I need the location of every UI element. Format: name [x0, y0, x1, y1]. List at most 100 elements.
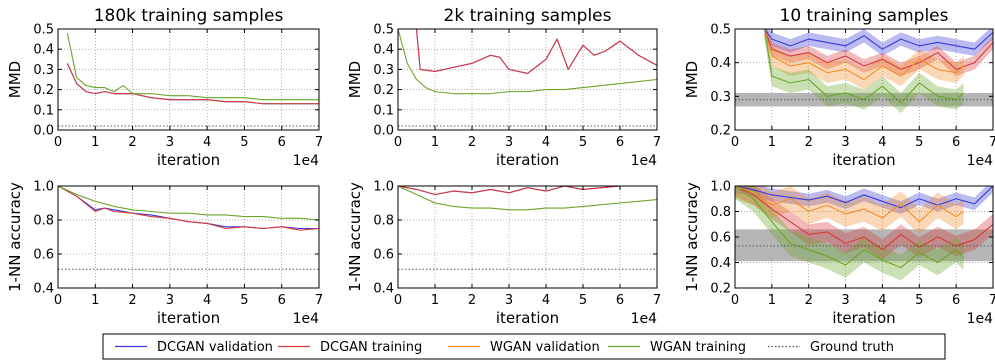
legend-label: DCGAN training: [320, 340, 422, 355]
axes-frame: [397, 28, 658, 131]
x-tick-label: 0: [731, 135, 739, 150]
y-tick-label: 0.0: [373, 124, 394, 139]
legend-label: Ground truth: [810, 340, 894, 355]
y-tick-label: 0.6: [33, 248, 54, 263]
x-tick-label: 6: [278, 135, 286, 150]
series-band-wgan-val: [764, 29, 964, 90]
x-offset-label: 1e4: [293, 153, 320, 169]
series-band-wgan-train: [735, 186, 964, 281]
series-line-dcgan-train: [415, 29, 657, 74]
x-tick-label: 3: [841, 135, 849, 150]
x-tick-label: 5: [240, 135, 248, 150]
y-tick-label: 0.2: [710, 282, 731, 297]
x-tick-label: 6: [952, 135, 960, 150]
x-tick-label: 5: [915, 293, 923, 308]
y-tick-label: 0.1: [33, 103, 54, 118]
x-axis-label: iteration: [496, 309, 559, 327]
axes-frame: [734, 28, 994, 131]
y-tick-label: 1.0: [373, 180, 394, 195]
x-tick-label: 0: [394, 135, 402, 150]
series-line-dcgan-train: [66, 63, 319, 105]
plot-area: [735, 29, 993, 130]
legend-label: DCGAN validation: [157, 340, 273, 355]
axes-frame: [57, 185, 320, 289]
y-tick-label: 0.0: [33, 124, 54, 139]
x-tick-label: 4: [878, 135, 886, 150]
x-offset-label: 1e4: [967, 311, 994, 327]
x-tick-label: 6: [278, 293, 286, 308]
x-tick-label: 2: [128, 135, 136, 150]
legend-item: Ground truth: [768, 340, 894, 355]
x-tick-label: 0: [731, 293, 739, 308]
x-tick-label: 6: [952, 293, 960, 308]
x-axis-label: iteration: [496, 151, 559, 169]
chart-panel-6: 0 1 2 3 4 5 6 7 0.2 0.4 0.6 0.8 1.0 iteration 1e4 1-NN …: [683, 180, 995, 328]
x-tick-label: 1: [91, 293, 99, 308]
series-line-wgan-train: [58, 186, 319, 221]
x-tick-label: 4: [203, 293, 211, 308]
y-axis-label: MMD: [6, 61, 24, 98]
series-band-dcgan-val: [764, 29, 993, 56]
x-tick-label: 7: [653, 293, 661, 308]
x-offset-label: 1e4: [293, 311, 320, 327]
x-tick-label: 5: [579, 293, 587, 308]
y-tick-label: 0.4: [33, 282, 54, 297]
legend-label: WGAN validation: [490, 340, 600, 355]
x-tick-label: 2: [468, 293, 476, 308]
chart-title: 2k training samples: [444, 6, 612, 26]
series-line-dcgan-train: [398, 186, 657, 196]
x-tick-label: 1: [91, 135, 99, 150]
legend-item: WGAN validation: [448, 340, 600, 355]
x-axis-label: iteration: [157, 309, 220, 327]
x-tick-label: 2: [468, 135, 476, 150]
x-tick-label: 3: [166, 293, 174, 308]
y-tick-label: 0.5: [710, 23, 731, 38]
y-tick-label: 0.8: [710, 205, 731, 220]
legend: DCGAN validation DCGAN training WGAN valid…: [102, 333, 946, 360]
x-tick-label: 3: [166, 135, 174, 150]
legend-item: DCGAN validation: [115, 340, 273, 355]
chart-panel-4: 0 1 2 3 4 5 6 7 0.4 0.6 0.8 1.0 iteration 1e4 1-NN acc…: [6, 180, 323, 328]
y-tick-label: 0.4: [373, 43, 394, 58]
x-axis-label: iteration: [832, 151, 895, 169]
x-axis-label: iteration: [832, 309, 895, 327]
series-line-dcgan-val: [764, 29, 993, 50]
x-tick-label: 7: [989, 135, 995, 150]
plot-area: [735, 186, 993, 288]
legend-label: WGAN training: [650, 340, 746, 355]
y-axis-label: 1-NN accuracy: [683, 182, 701, 292]
x-tick-label: 4: [878, 293, 886, 308]
y-tick-label: 0.2: [33, 83, 54, 98]
x-tick-label: 3: [505, 135, 513, 150]
chart-title: 10 training samples: [780, 6, 949, 26]
y-tick-label: 0.8: [33, 214, 54, 229]
y-tick-label: 0.1: [373, 103, 394, 118]
chart-title: 180k training samples: [94, 6, 284, 26]
legend-box: [102, 333, 946, 360]
plot-area: [58, 29, 319, 130]
y-tick-label: 0.4: [710, 56, 731, 71]
y-tick-label: 0.4: [33, 43, 54, 58]
series-line-dcgan-train: [735, 186, 993, 251]
x-offset-label: 1e4: [967, 153, 994, 169]
x-tick-label: 1: [768, 135, 776, 150]
x-tick-label: 6: [616, 135, 624, 150]
x-tick-label: 0: [54, 135, 62, 150]
x-tick-label: 5: [579, 135, 587, 150]
x-tick-label: 1: [431, 293, 439, 308]
legend-item: DCGAN training: [278, 340, 422, 355]
x-tick-label: 2: [805, 135, 813, 150]
legend-item: WGAN training: [608, 340, 746, 355]
x-tick-label: 6: [616, 293, 624, 308]
y-tick-label: 1.0: [33, 180, 54, 195]
y-tick-label: 0.5: [33, 23, 54, 38]
y-tick-label: 0.6: [710, 231, 731, 246]
y-tick-label: 0.2: [373, 83, 394, 98]
series-line-wgan-train: [398, 29, 657, 95]
series-line-wgan-val: [735, 186, 964, 223]
series-line-wgan-train: [66, 32, 319, 101]
x-tick-label: 7: [989, 293, 995, 308]
y-tick-label: 0.3: [33, 63, 54, 78]
series-band-dcgan-train: [735, 186, 993, 260]
